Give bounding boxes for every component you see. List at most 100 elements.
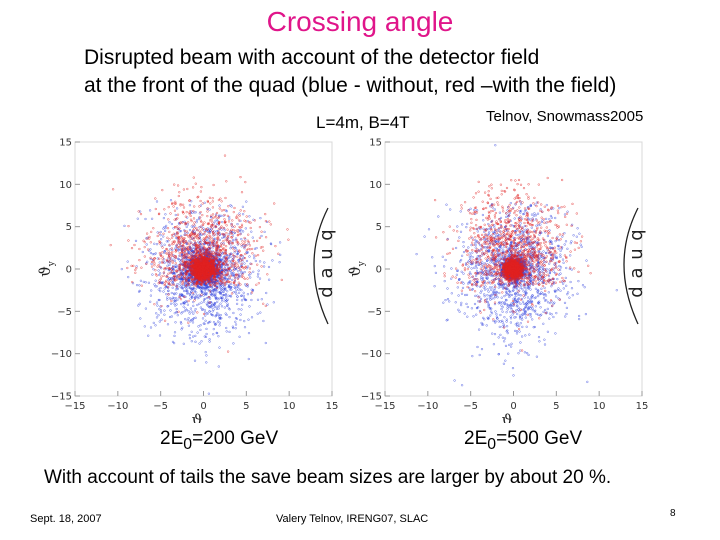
scatter-point	[215, 211, 219, 215]
scatter-point	[191, 269, 194, 272]
x-tick-label: 0	[200, 401, 206, 412]
scatter-point	[229, 247, 232, 250]
scatter-point	[236, 230, 240, 234]
scatter-point	[205, 354, 208, 357]
scatter-point	[222, 273, 225, 276]
scatter-point	[194, 236, 198, 239]
scatter-point	[217, 272, 221, 275]
scatter-point	[173, 274, 176, 278]
scatter-point	[212, 281, 215, 284]
y-tick: 15	[369, 138, 390, 149]
scatter-point	[538, 253, 541, 256]
scatter-point	[519, 209, 523, 213]
scatter-point	[197, 233, 200, 236]
scatter-point	[524, 334, 527, 337]
y-tick-label: 15	[59, 138, 72, 149]
scatter-point	[578, 232, 581, 235]
scatter-point	[254, 254, 257, 257]
scatter-point	[221, 300, 224, 303]
scatter-point	[186, 246, 190, 249]
scatter-point	[160, 304, 163, 308]
scatter-point	[170, 236, 174, 239]
scatter-point	[222, 226, 225, 230]
scatter-point	[269, 223, 272, 226]
scatter-point	[237, 266, 240, 269]
scatter-point	[227, 270, 230, 273]
y-axis-label: ϑy	[346, 260, 367, 277]
scatter-point	[191, 318, 194, 321]
scatter-point	[127, 224, 130, 228]
scatter-point	[167, 285, 170, 289]
scatter-series	[120, 199, 282, 395]
scatter-point	[550, 242, 554, 246]
scatter-point	[497, 336, 500, 339]
scatter-point	[178, 282, 181, 285]
scatter-point	[209, 239, 212, 242]
scatter-point	[198, 302, 201, 305]
scatter-point	[234, 283, 237, 287]
scatter-point	[483, 293, 486, 296]
scatter-point	[149, 326, 153, 329]
scatter-point	[458, 236, 461, 239]
y-tick: 15	[59, 138, 80, 149]
scatter-point	[168, 221, 171, 224]
scatter-point	[228, 252, 231, 256]
scatter-point	[193, 239, 196, 243]
scatter-point	[501, 301, 504, 304]
scatter-point	[234, 266, 237, 269]
scatter-point	[214, 278, 218, 282]
scatter-point	[194, 307, 197, 311]
scatter-point	[212, 222, 215, 225]
scatter-point	[553, 253, 556, 257]
scatter-point	[555, 261, 558, 265]
scatter-point	[501, 310, 504, 313]
scatter-point	[537, 335, 541, 339]
scatter-point	[537, 223, 540, 227]
scatter-point	[246, 285, 249, 288]
scatter-point	[576, 227, 579, 230]
scatter-point	[167, 218, 170, 221]
scatter-point	[516, 325, 519, 328]
scatter-point	[189, 214, 192, 218]
scatter-point	[226, 228, 229, 231]
scatter-point	[482, 286, 485, 289]
scatter-point	[154, 269, 157, 272]
scatter-point	[186, 187, 189, 191]
scatter-point	[469, 207, 472, 210]
scatter-point	[231, 219, 234, 222]
scatter-point	[211, 200, 214, 203]
scatter-point	[234, 320, 237, 323]
scatter-point	[577, 314, 581, 318]
scatter-point	[230, 265, 234, 268]
scatter-point	[145, 243, 148, 246]
scatter-point	[184, 295, 187, 298]
scatter-point	[243, 236, 246, 240]
scatter-point	[200, 286, 203, 289]
scatter-point	[247, 357, 250, 361]
scatter-point	[216, 259, 219, 262]
scatter-point	[168, 230, 171, 234]
scatter-point	[248, 244, 252, 247]
scatter-point	[528, 333, 531, 336]
scatter-point	[218, 291, 221, 294]
scatter-point	[233, 255, 236, 258]
scatter-point	[515, 233, 518, 236]
scatter-point	[550, 216, 554, 219]
scatter-point	[533, 212, 536, 215]
scatter-point	[247, 247, 250, 251]
x-tick-label: 5	[553, 401, 559, 412]
scatter-point	[188, 199, 191, 202]
scatter-point	[138, 210, 142, 213]
x-tick: 5	[553, 391, 560, 412]
scatter-point	[224, 262, 227, 265]
scatter-point	[229, 232, 232, 235]
scatter-point	[209, 243, 212, 247]
scatter-point	[196, 331, 199, 334]
scatter-point	[476, 280, 480, 283]
scatter-point	[239, 283, 242, 286]
scatter-point	[214, 293, 217, 296]
scatter-point	[499, 285, 503, 288]
scatter-point	[203, 247, 207, 250]
scatter-point	[230, 288, 233, 291]
scatter-point	[216, 219, 219, 223]
